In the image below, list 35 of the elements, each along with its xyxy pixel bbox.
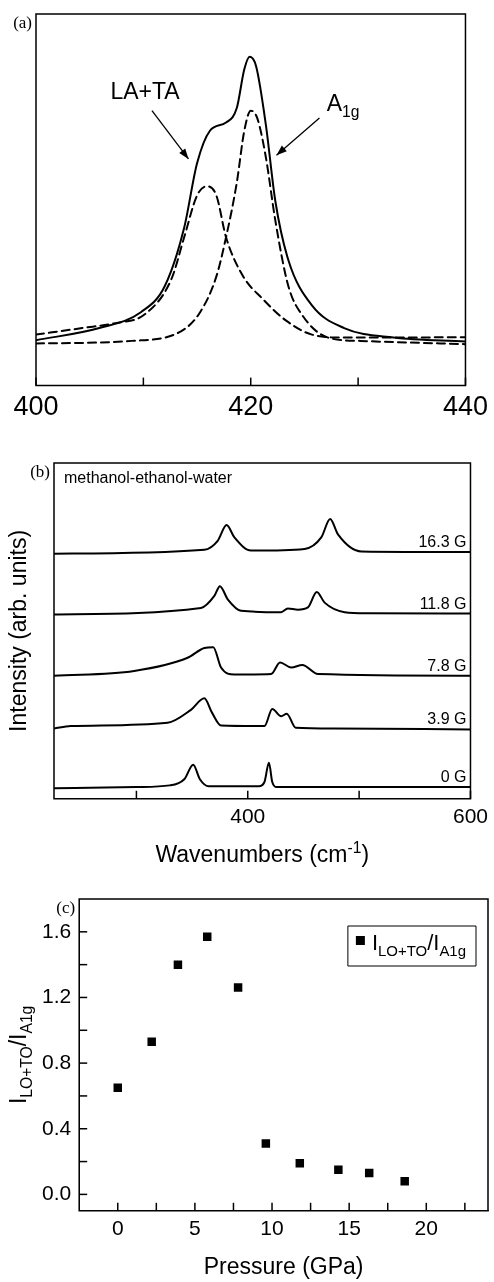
series-label: 3.9 G [427,710,467,728]
x-tick-label: 0 [111,1216,124,1240]
text: methanol-ethanol-water [64,469,233,486]
point [261,1139,271,1148]
y-tick-label: 1.2 [41,984,72,1008]
x-tick-label: 440 [442,391,489,422]
chart-title: (b) [30,462,51,481]
series-label: 11.8 G [419,594,467,612]
point [147,1037,156,1047]
x-tick-label: 10 [260,1216,284,1240]
x-tick-label: 600 [452,804,488,828]
point [334,1165,343,1175]
y-tick-label: 0.8 [41,1049,72,1073]
chart-title: (c) [56,898,76,917]
x-tick-label: 420 [228,391,274,422]
y-axis-title: ILO+TO/IA1g [5,1005,36,1105]
point [113,1083,122,1092]
x-tick-label: 5 [189,1216,201,1240]
series-label: 7.8 G [427,656,467,674]
y-tick-label: 1.6 [41,918,72,942]
x-axis-title: Pressure (GPa) [203,1253,364,1279]
x-tick-label: 400 [13,391,59,422]
y-axis-title: Intensity (arb. units) [5,529,31,732]
x-tick-label: 20 [414,1216,438,1240]
series-label: 0 G [440,768,467,786]
point [173,960,183,969]
chart-title: (a) [13,13,33,32]
y-tick-label: 0.4 [41,1115,72,1139]
series-label: 16.3 G [418,532,467,550]
x-tick-label: 400 [230,804,266,828]
point [233,983,243,992]
annotation: LA+TA [110,78,181,105]
y-tick-label: 0.0 [41,1181,72,1205]
x-tick-label: 15 [337,1216,361,1240]
point [400,1177,409,1186]
